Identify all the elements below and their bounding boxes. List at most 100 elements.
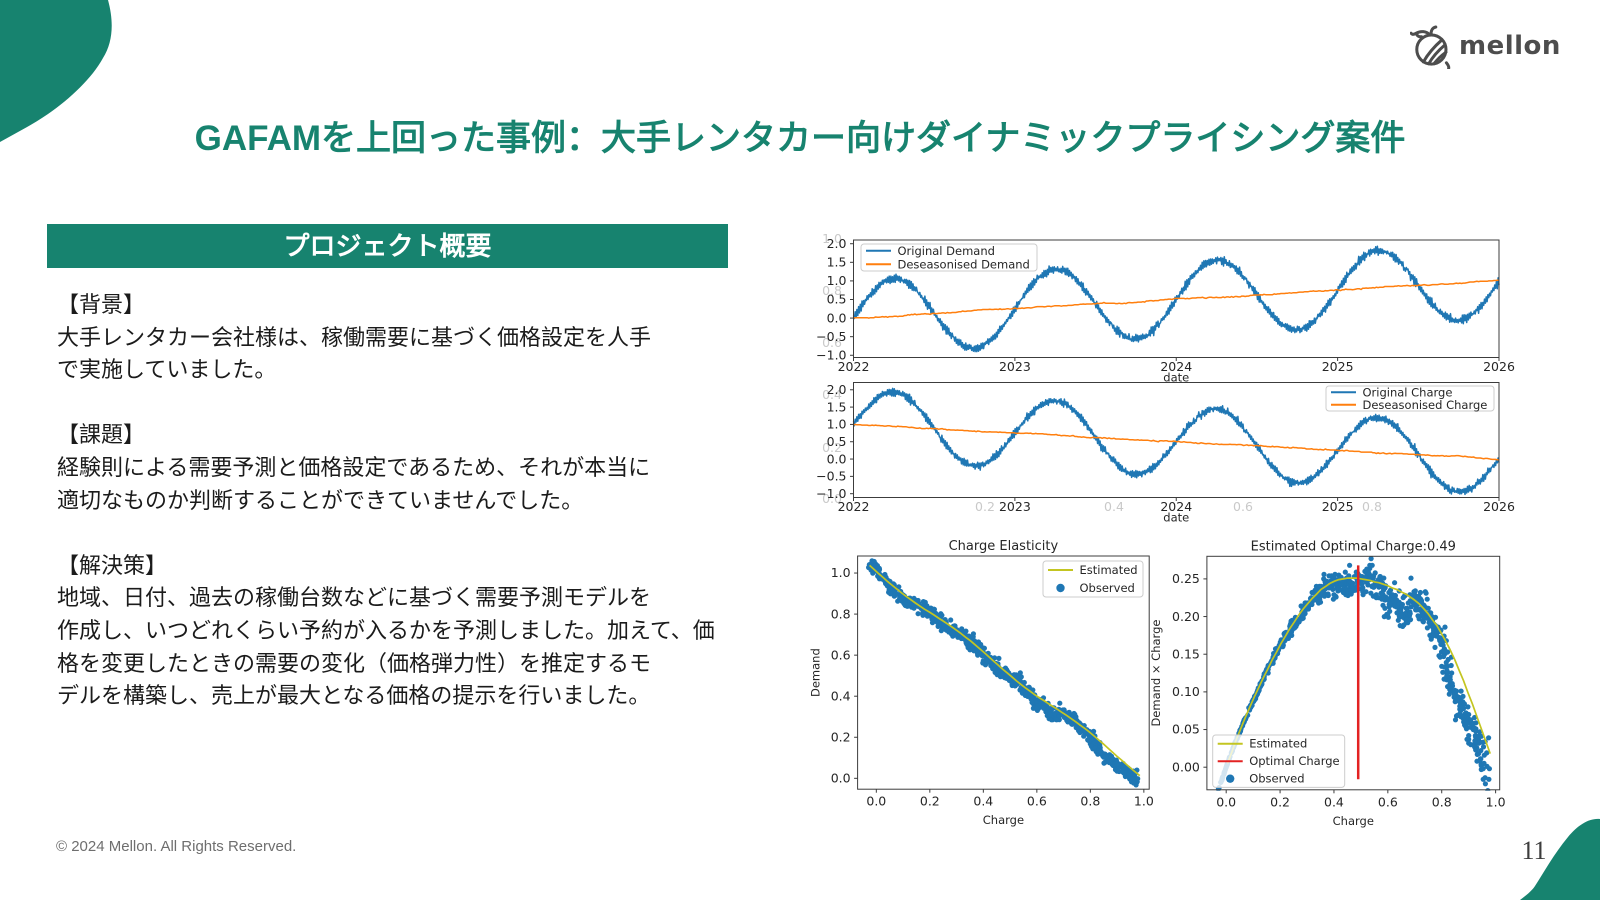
y-tick-label: 0.5 [827, 292, 847, 307]
mellon-logo: mellon [1410, 23, 1561, 69]
section-line: で実施していました。 [57, 357, 277, 383]
y-tick-label: −0.5 [816, 469, 846, 484]
legend-label: Original Demand [898, 244, 995, 258]
y-axis-label: Demand [809, 648, 823, 697]
footer-copyright: © 2024 Mellon. All Rights Reserved. [56, 838, 297, 855]
y-tick-label: 0.05 [1172, 722, 1200, 737]
plot-area-demand [852, 245, 1500, 353]
legend-optimal: Estimated Optimal Charge Observed [1212, 734, 1346, 788]
section-background: 【背景】 大手レンタカー会社様は、稼働需要に基づく価格設定を人手 で実施していま… [57, 289, 777, 387]
y-tick-label: 0.10 [1172, 684, 1200, 699]
legend-elasticity: Estimated Observed [1042, 560, 1144, 598]
section-line: 大手レンタカー会社様は、稼働需要に基づく価格設定を人手 [57, 324, 652, 350]
chart-demand: 2022 2023 2024 2025 2026 −1.0 −0.5 0.0 0.5 1.0 1.5… [816, 236, 1515, 385]
legend-label: Deseasonised Charge [1363, 398, 1488, 412]
chart-title: Estimated Optimal Charge:0.49 [1251, 539, 1456, 554]
y-tick-label: 1.5 [827, 255, 847, 270]
x-tick-label: 2022 [838, 499, 870, 514]
y-tick-label: 0.00 [1172, 759, 1200, 774]
y-tick-label: 1.5 [827, 399, 847, 414]
y-tick-label: 1.0 [827, 273, 847, 288]
y-tick-label: 1.0 [827, 417, 847, 432]
section-issue: 【課題】 経験則による需要予測と価格設定であるため、それが本当に 適切なものか判… [57, 419, 777, 517]
x-tick-label: 0.2 [1270, 794, 1290, 809]
chart-optimal: 0.0 0.2 0.4 0.6 0.8 1.0 0.00 0.05 0.10 0.15 0.20 0.… [1149, 539, 1506, 828]
y-axis-label: Demand × Charge [1149, 620, 1163, 727]
x-tick-label: 2022 [838, 359, 870, 374]
legend-label: Estimated [1080, 563, 1138, 577]
x-tick-label: 0.6 [1378, 794, 1398, 809]
page-number: 11 [1521, 836, 1547, 865]
y-tick-label: −1.0 [816, 486, 846, 501]
x-tick-label: 2025 [1322, 359, 1354, 374]
section-line: 作成し、いつどれくらい予約が入るかを予測しました。加えて、価 [57, 617, 715, 643]
y-tick-label: 1.0 [831, 565, 851, 580]
page-title: GAFAMを上回った事例：大手レンタカー向けダイナミックプライシング案件 [194, 119, 1406, 158]
overview-text: 【背景】 大手レンタカー会社様は、稼働需要に基づく価格設定を人手 で実施していま… [57, 289, 777, 713]
x-tick-label: 0.4 [1324, 794, 1344, 809]
legend-label: Optimal Charge [1249, 754, 1339, 768]
x-tick-label: 2023 [999, 359, 1031, 374]
x-tick-label: 2024 [1160, 359, 1192, 374]
x-axis-label: Charge [983, 813, 1024, 827]
section-line: 格を変更したときの需要の変化（価格弾力性）を推定するモ [57, 650, 652, 676]
axes-spines-elasticity [857, 555, 1150, 790]
mellon-logo-text: mellon [1459, 31, 1561, 61]
x-tick-label: 0.6 [1027, 794, 1047, 809]
x-tick-label: 0.4 [973, 794, 993, 809]
section-heading: 【課題】 [57, 422, 146, 448]
x-tick-label: 2024 [1160, 499, 1192, 514]
legend-label: Original Charge [1363, 385, 1453, 399]
y-tick-label: 0.15 [1172, 646, 1200, 661]
x-tick-label: 2025 [1322, 499, 1354, 514]
svg-text:0.2: 0.2 [822, 440, 842, 455]
y-tick-label: 0.5 [827, 434, 847, 449]
section-line: デルを構築し、売上が最大となる価格の提示を行いました。 [57, 683, 651, 709]
section-line: 適切なものか判断することができていませんでした。 [57, 487, 584, 513]
x-axis-label: date [1163, 511, 1189, 525]
x-tick-label: 0.0 [1216, 794, 1236, 809]
melon-logo-icon [1410, 25, 1451, 69]
legend-label: Observed [1249, 772, 1304, 786]
y-tick-label: 0.0 [827, 310, 847, 325]
section-solution: 【解決策】 地域、日付、過去の稼働台数などに基づく需要予測モデルを 作成し、いつ… [57, 550, 777, 713]
x-tick-label: 1.0 [1486, 794, 1506, 809]
legend-label: Deseasonised Demand [898, 257, 1030, 271]
x-tick-label: 0.2 [920, 794, 940, 809]
svg-text:0.8: 0.8 [1362, 499, 1382, 514]
y-tick-label: 0.2 [831, 729, 851, 744]
y-tick-label: 0.4 [831, 688, 851, 703]
y-tick-label: 0.25 [1172, 571, 1200, 586]
x-tick-label: 2023 [999, 499, 1031, 514]
project-overview-banner: プロジェクト概要 [47, 224, 728, 268]
plot-area-elasticity [866, 558, 1141, 788]
y-tick-label: −0.5 [816, 329, 846, 344]
x-tick-label: 0.8 [1432, 794, 1452, 809]
y-tick-label: 2.0 [827, 236, 847, 251]
svg-text:0.2: 0.2 [975, 499, 995, 514]
x-tick-label: 2026 [1483, 359, 1515, 374]
svg-text:0.8: 0.8 [822, 283, 842, 298]
axes-spines-optimal [1206, 555, 1501, 791]
x-axis-label: Charge [1333, 814, 1374, 828]
svg-text:0.6: 0.6 [822, 335, 842, 350]
y-tick-label: 2.0 [827, 382, 847, 397]
y-tick-label: 0.6 [831, 647, 851, 662]
y-tick-label: 0.8 [831, 606, 851, 621]
svg-text:0.4: 0.4 [1104, 499, 1124, 514]
plot-area-charge [852, 387, 1500, 496]
ghost-tick-labels: 1.00.80.60.40.20.00.2 0.4 0.6 0.8 [822, 231, 1382, 514]
y-tick-label: 0.0 [827, 451, 847, 466]
chart-charge: 2022 2023 2024 2025 2026 −1.0 −0.5 0.0 0.5 1.0 1.5… [816, 382, 1515, 525]
section-line: 経験則による需要予測と価格設定であるため、それが本当に [57, 454, 651, 480]
svg-text:1.0: 1.0 [822, 231, 842, 246]
x-tick-label: 2026 [1483, 499, 1515, 514]
y-tick-label: 0.0 [831, 771, 851, 786]
section-line: 地域、日付、過去の稼働台数などに基づく需要予測モデルを [57, 585, 652, 611]
svg-text:0.4: 0.4 [822, 387, 842, 402]
chart-elasticity: 0.0 0.2 0.4 0.6 0.8 1.0 0.0 0.2 0.4 0.6 0.8 1.0 Char… [809, 539, 1154, 827]
y-tick-label: −1.0 [816, 347, 846, 362]
